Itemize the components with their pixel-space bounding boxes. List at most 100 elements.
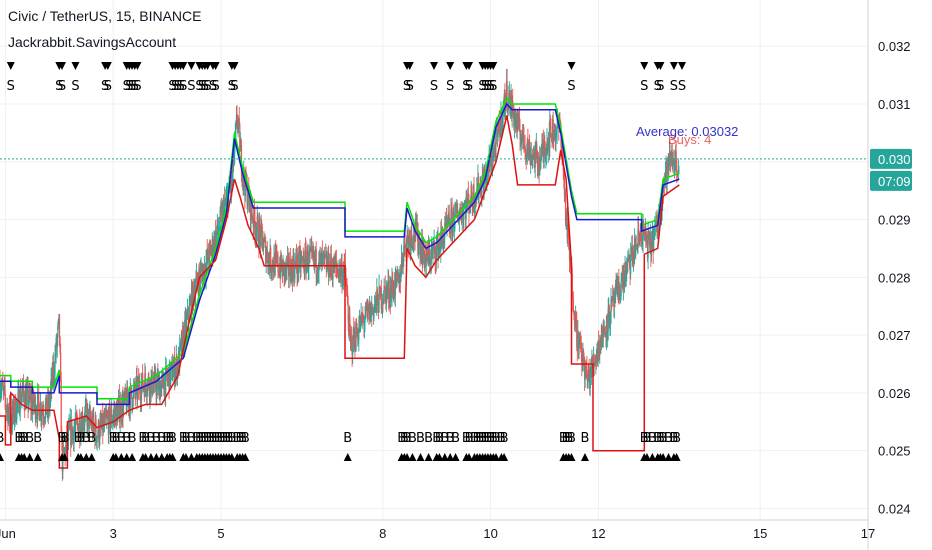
buy-triangle xyxy=(25,453,34,461)
candle-body xyxy=(578,336,581,340)
candle-body xyxy=(604,330,606,332)
candle-body xyxy=(99,422,101,440)
buy-label: B xyxy=(408,431,417,446)
candle-body xyxy=(44,418,46,420)
candle-body xyxy=(324,252,326,257)
buy-label: B xyxy=(659,431,668,446)
candle-body xyxy=(315,249,317,275)
sell-label: S xyxy=(171,79,179,94)
candle-body xyxy=(575,311,577,320)
candle-body xyxy=(218,226,221,230)
sell-label: S xyxy=(187,79,195,94)
candle-body xyxy=(184,319,186,347)
candle-body xyxy=(72,429,74,431)
buy-triangle xyxy=(227,453,236,461)
candle-body xyxy=(336,266,338,270)
candle-body xyxy=(519,130,521,140)
candle-body xyxy=(659,209,662,219)
candle-body xyxy=(655,218,657,225)
buy-triangle xyxy=(82,453,91,461)
buy-triangle xyxy=(128,453,137,461)
candle-body xyxy=(609,321,612,324)
sell-triangle xyxy=(179,62,188,70)
candle-body xyxy=(636,248,639,250)
buy-triangle xyxy=(168,453,177,461)
candle-body xyxy=(53,373,56,376)
buy-triangle xyxy=(187,453,196,461)
price-badge-value: 0.030 xyxy=(878,152,911,167)
candle-body xyxy=(204,264,206,275)
candle-body xyxy=(93,414,95,426)
candle-body xyxy=(49,398,51,408)
buy-label: B xyxy=(669,431,678,446)
candle-body xyxy=(364,305,367,319)
candle-body xyxy=(619,295,622,301)
candle-body xyxy=(526,153,528,157)
candle-body xyxy=(171,361,174,381)
buy-label: B xyxy=(141,431,150,446)
candle-body xyxy=(297,253,299,273)
candle-body xyxy=(153,383,155,385)
candle-body xyxy=(125,389,127,398)
candle-body xyxy=(109,407,111,429)
candle-body xyxy=(26,387,28,393)
candle-body xyxy=(3,387,5,389)
candle-body xyxy=(576,319,578,348)
buy-triangle xyxy=(465,453,474,461)
candle-body xyxy=(540,160,542,170)
candle-body xyxy=(300,258,303,261)
candle-body xyxy=(161,379,163,387)
candle-body xyxy=(501,127,503,132)
candle-body xyxy=(152,383,154,393)
candle-body xyxy=(400,274,402,282)
candle-body xyxy=(675,151,677,162)
candle-body xyxy=(227,192,230,212)
candle-body xyxy=(598,341,600,355)
buy-label: B xyxy=(179,431,188,446)
buy-triangle xyxy=(435,453,444,461)
candle-body xyxy=(131,397,133,408)
candle-body xyxy=(176,363,179,379)
candles xyxy=(0,68,680,481)
candle-body xyxy=(15,399,17,421)
sell-label: S xyxy=(465,79,473,94)
candle-body xyxy=(363,319,365,326)
candle-body xyxy=(382,300,384,302)
candle-body xyxy=(33,404,35,407)
sell-label: S xyxy=(7,79,15,94)
candle-body xyxy=(562,154,564,157)
candle-body xyxy=(321,252,323,267)
candle-body xyxy=(146,390,148,395)
buy-label: B xyxy=(241,431,250,446)
candle-body xyxy=(46,412,48,415)
candle-body xyxy=(186,315,188,318)
sell-label: S xyxy=(670,79,678,94)
candle-body xyxy=(13,401,15,421)
candle-body xyxy=(403,245,405,262)
candle-body xyxy=(35,414,37,420)
candle-body xyxy=(129,386,131,413)
candle-body xyxy=(266,249,268,262)
buy-triangle xyxy=(672,453,681,461)
buy-label: B xyxy=(76,431,85,446)
candle-body xyxy=(350,337,352,342)
candle-body xyxy=(466,202,468,209)
candle-body xyxy=(5,398,7,407)
y-tick-label: 0.031 xyxy=(878,97,911,112)
candle-body xyxy=(347,293,349,305)
sell-triangle xyxy=(133,62,142,70)
buy-label: B xyxy=(225,431,234,446)
candle-body xyxy=(371,306,373,315)
candle-body xyxy=(641,240,644,245)
buy-label: B xyxy=(238,431,247,446)
candle-body xyxy=(349,316,351,330)
candle-body xyxy=(589,371,591,389)
candle-body xyxy=(499,123,501,138)
candle-body xyxy=(265,254,267,264)
candle-body xyxy=(309,250,311,256)
candle-body xyxy=(301,258,303,260)
candle-body xyxy=(260,224,262,247)
